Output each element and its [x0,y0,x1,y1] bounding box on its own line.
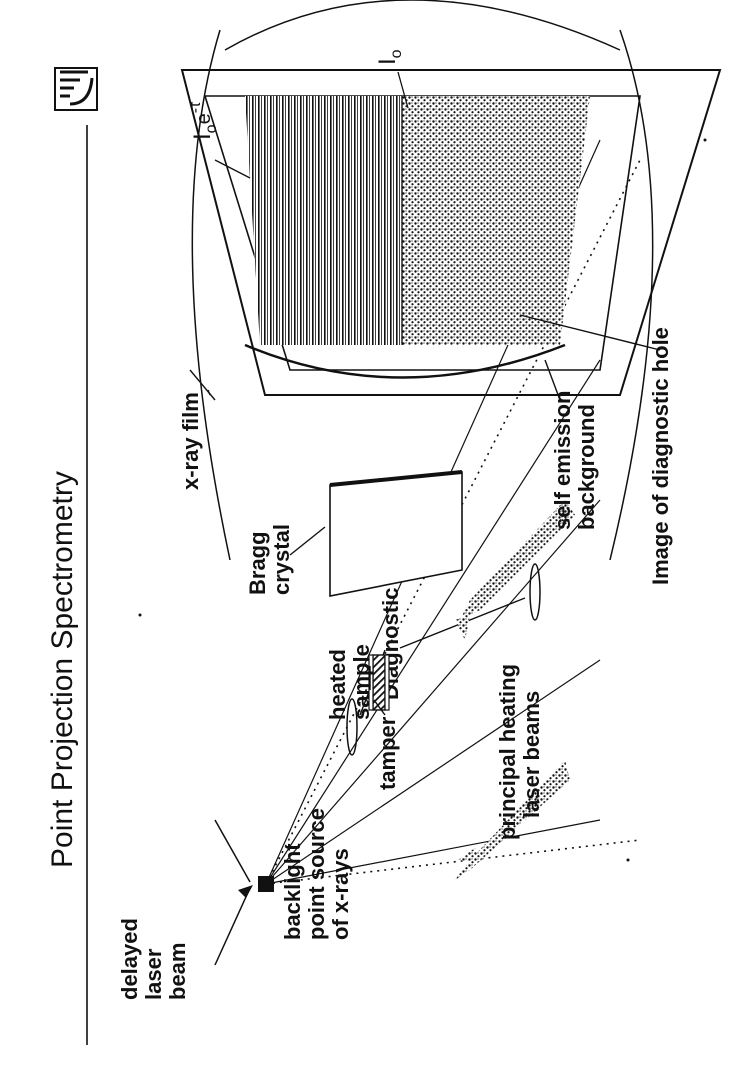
label-laser: laser [141,948,166,1000]
svg-text:heated sample: heated sample [325,643,374,720]
heating-beam-lower [455,500,575,640]
svg-text:Bragg crystal: Bragg crystal [245,524,294,595]
stray-dot [138,613,142,617]
label-i0-exp-sub: o [203,124,220,133]
svg-text:Ioe-τ: Ioe-τ [187,101,220,140]
label-crystal: crystal [269,524,294,595]
logo-icon [54,67,98,111]
svg-text:principal heating laser be: principal heating laser beams [495,658,544,840]
label-i0-main: I [374,58,401,65]
image-hole-arrow [519,314,661,351]
label-of-xrays: of x-rays [328,848,353,940]
title-block: Point Projection Spectrometry [46,67,98,1045]
heated-sample [368,654,390,711]
label-principal-heating: principal heating [495,664,520,840]
label-heated: heated [325,649,350,720]
label-image-of-hole: Image of diagnostic hole [648,327,673,585]
stray-dot [703,138,707,142]
stray-dot [626,858,630,862]
crystal-edge [329,470,463,487]
label-i0-exp-tau: -τ [187,101,204,113]
xray-film-arrow-2 [189,369,216,401]
diagnostic-hole-1 [346,698,358,756]
xray-beam-lines [265,139,601,885]
label-tamper: tamper [375,716,400,790]
label-i0-exp-main: I [189,133,216,140]
bragg-arrow [289,526,326,556]
label-laser-beams: laser beams [519,691,544,818]
label-background: background [574,404,599,530]
label-beam: beam [165,943,190,1000]
delayed-laser-beam: delayed laser beam [117,819,253,1000]
tamper-arrow [373,699,386,716]
label-i0-exp-e: e [193,113,215,124]
label-i0: Io [374,49,409,109]
page-title: Point Projection Spectrometry [46,471,79,868]
heating-beam-upper [455,760,570,880]
self-emission-arrow [544,359,561,401]
svg-text:delayed laser beam: delayed laser beam [117,912,190,1000]
label-self-emission: self emission [550,391,575,530]
diagnostic-hole-image [191,0,654,561]
label-bragg: Bragg [245,531,270,595]
label-delayed: delayed [117,918,142,1000]
bragg-crystal [329,471,463,597]
label-i0-sub: o [388,49,405,58]
svg-text:backlight point source: backlight point source of x-rays [280,802,353,940]
spectrum-image [245,96,590,345]
label-xray-film: x-ray film [178,392,203,490]
svg-text:Io: Io [374,49,405,65]
svg-text:self emission background: self emission background [550,384,599,530]
diagnostic-hole-2 [529,563,541,621]
label-i0-exp: Ioe-τ [187,101,251,179]
label-backlight: backlight [280,843,305,940]
